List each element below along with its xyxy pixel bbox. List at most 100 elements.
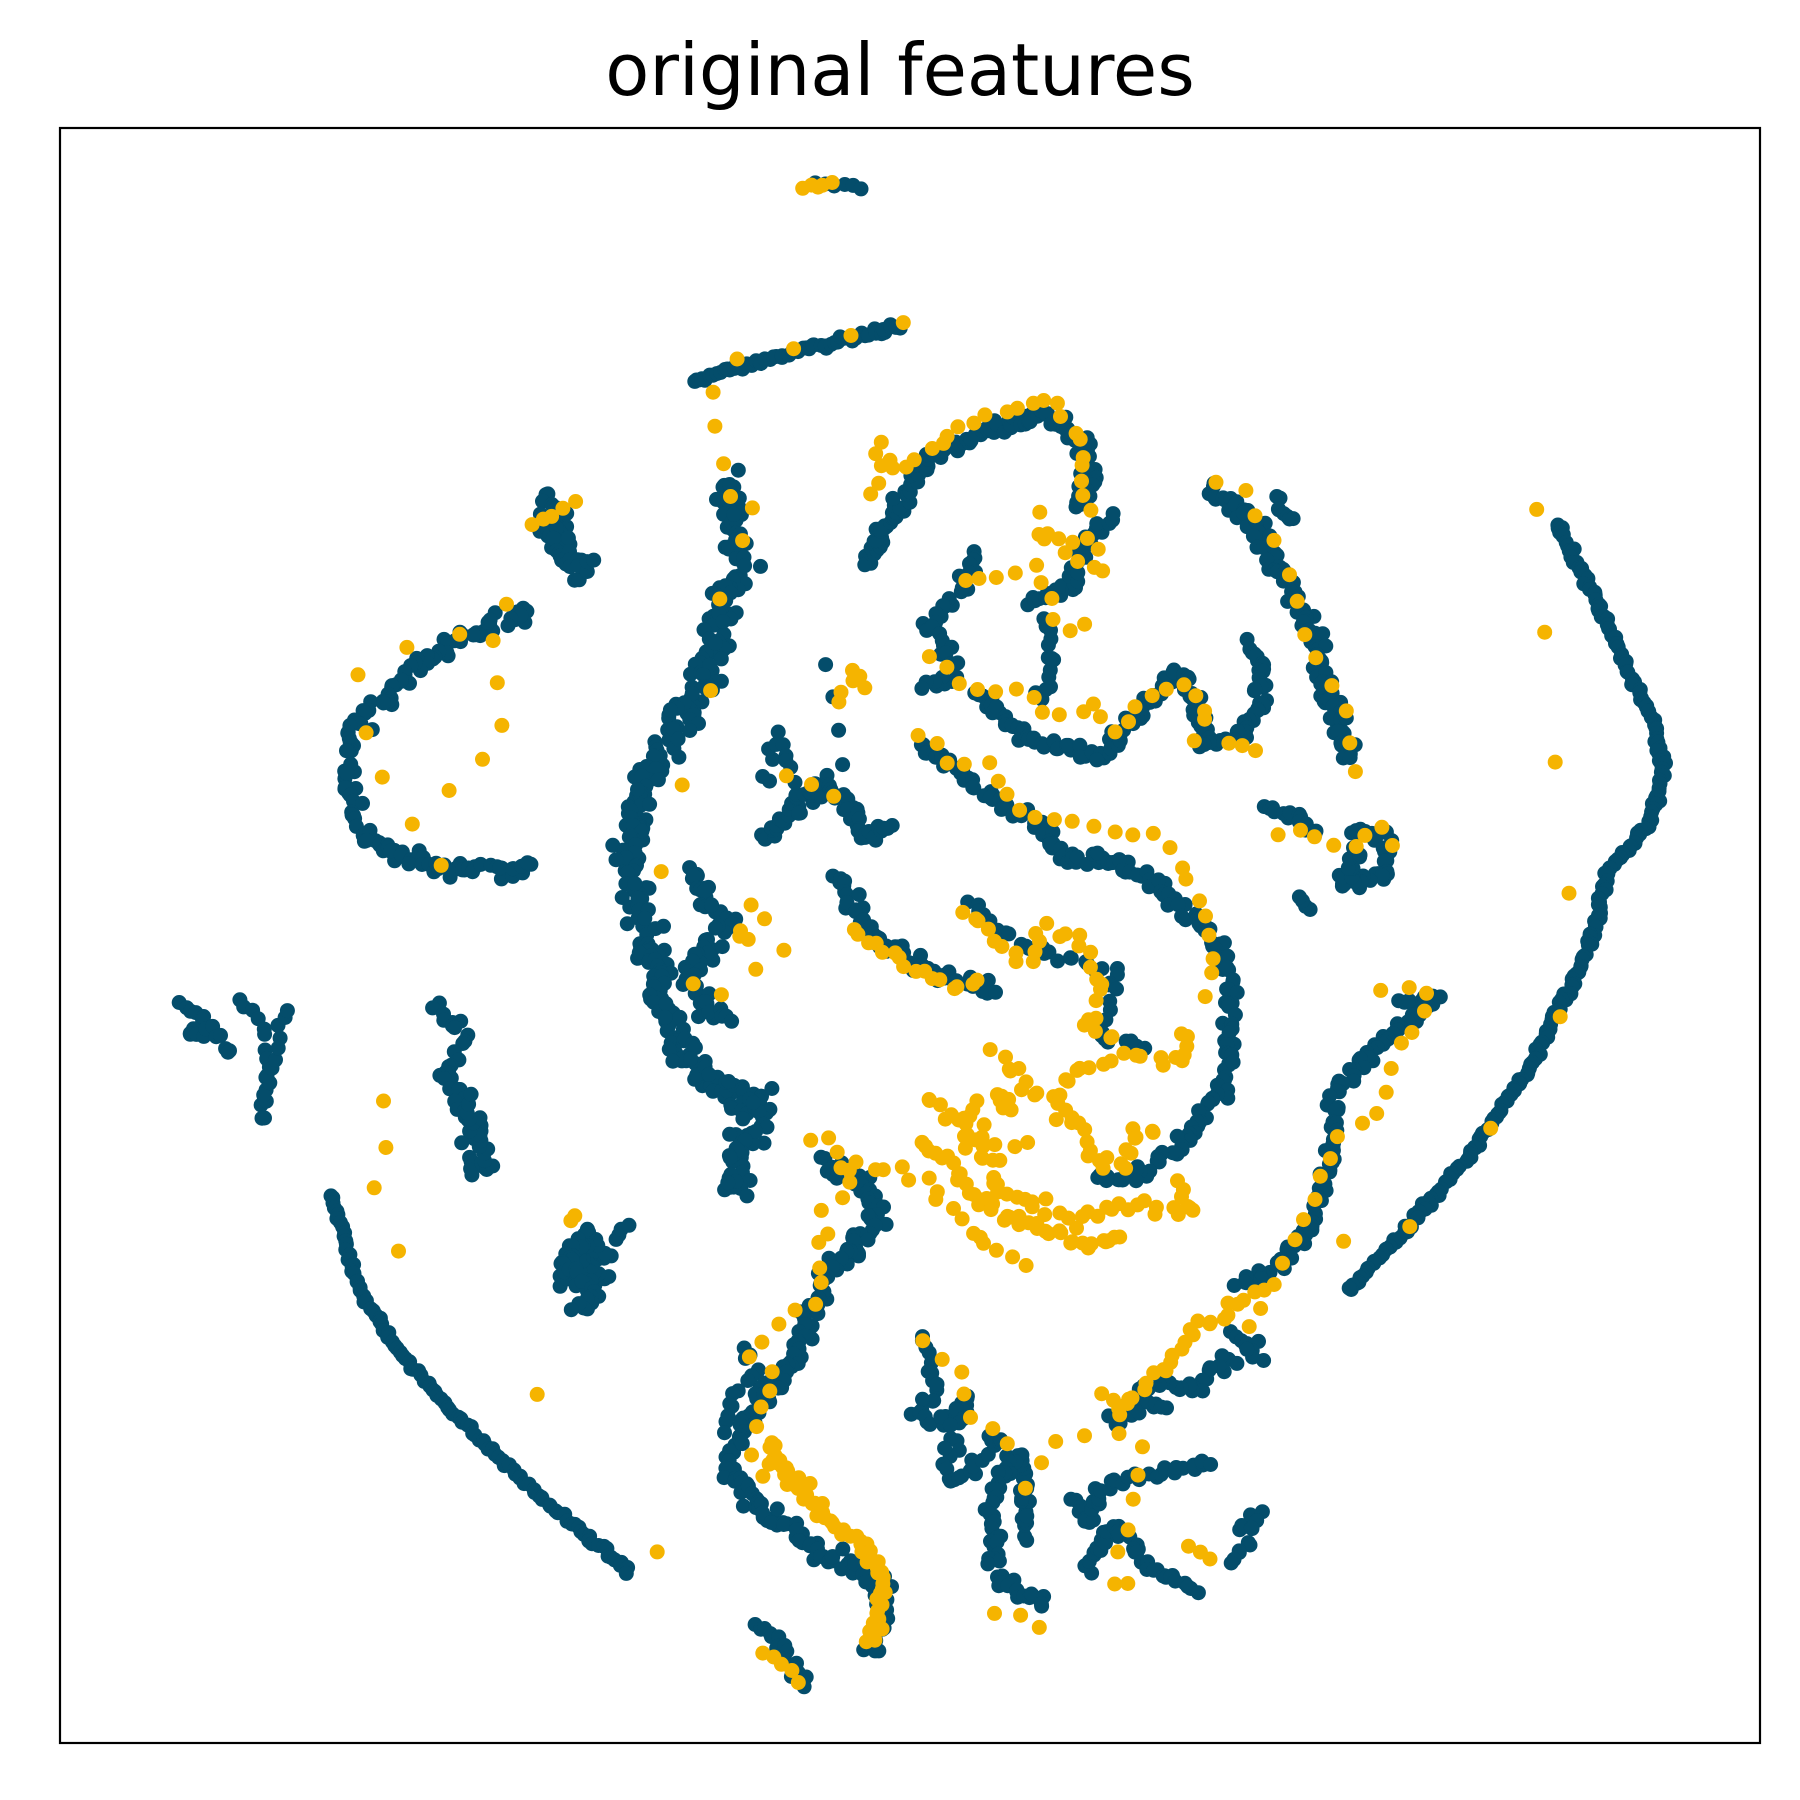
scatter-point-s1-c14-16 — [1009, 400, 1025, 416]
scatter-point-s1-c3-1 — [452, 626, 468, 642]
scatter-point-s1-c33-3 — [813, 1202, 829, 1218]
scatter-point-s0-c5-5 — [257, 1026, 273, 1042]
scatter-point-s0-c23-121 — [1330, 724, 1346, 739]
scatter-point-s1-c33-1 — [842, 1174, 858, 1190]
scatter-point-s0-c11-16 — [704, 897, 719, 913]
scatter-point-s1-c27-8 — [1324, 678, 1340, 694]
scatter-point-s1-c27-2 — [1247, 508, 1263, 524]
scatter-point-s0-c10-248 — [658, 996, 674, 1011]
scatter-point-s1-c38-3 — [1077, 1428, 1092, 1444]
scatter-point-s0-c23-37 — [1256, 540, 1271, 556]
scatter-point-s1-c12-4 — [874, 944, 890, 960]
scatter-point-s0-c10-211 — [656, 918, 671, 934]
scatter-point-s0-c29-52 — [1327, 1102, 1343, 1118]
scatter-point-s0-c31-259 — [1341, 1280, 1357, 1296]
scatter-point-s1-c26-5 — [1081, 1060, 1097, 1076]
scatter-point-s0-c10-286 — [701, 1066, 717, 1082]
scatter-point-s0-c9-109 — [618, 1565, 634, 1581]
scatter-point-s1-c14-25 — [1074, 473, 1089, 489]
scatter-point-s0-c24-7 — [1285, 511, 1301, 527]
scatter-point-s1-c18-6 — [999, 786, 1015, 802]
scatter-point-s1-c25-16 — [976, 1235, 991, 1251]
scatter-point-s0-c36-52 — [991, 1553, 1007, 1569]
scatter-point-s0-c3-95 — [359, 832, 375, 848]
scatter-point-s1-c18-0 — [910, 728, 926, 743]
scatter-point-s0-c10-322 — [756, 1135, 772, 1151]
scatter-point-s1-c26-7 — [1103, 1053, 1119, 1069]
scatter-point-s0-c10-127 — [671, 749, 687, 765]
scatter-point-s1-c33-15 — [753, 1399, 769, 1415]
scatter-point-s1-c10-0 — [685, 976, 701, 992]
scatter-point-s1-c18-14 — [1145, 825, 1161, 841]
scatter-point-s1-c33-7 — [813, 1275, 829, 1290]
scatter-point-s1-c23-42 — [1185, 1202, 1201, 1218]
scatter-point-s1-c24-20 — [999, 1208, 1015, 1224]
scatter-point-s0-c23-129 — [1342, 750, 1358, 766]
scatter-point-s1-c31-27 — [1094, 1386, 1110, 1402]
scatter-point-s0-c13-14 — [791, 805, 807, 821]
scatter-point-s1-c40-2 — [1202, 1551, 1218, 1567]
scatter-point-s1-c23-11 — [973, 1149, 989, 1165]
scatter-point-s1-c14-18 — [1036, 393, 1052, 408]
scatter-point-s1-c30-18 — [1253, 1301, 1269, 1316]
scatter-point-s1-c14-13 — [966, 415, 982, 431]
scatter-point-s0-c5-16 — [256, 1087, 272, 1103]
series-1-layer — [350, 175, 1577, 1690]
scatter-point-s0-c33-6 — [740, 1373, 756, 1388]
scatter-point-s0-c16-39 — [914, 680, 930, 696]
scatter-point-s1-c21-0 — [957, 1140, 973, 1156]
scatter-point-s1-c33-13 — [764, 1364, 780, 1380]
scatter-point-s0-c10-124 — [670, 731, 686, 747]
scatter-point-s1-c16-4 — [1029, 557, 1045, 573]
scatter-point-s1-c25-7 — [894, 1159, 910, 1175]
scatter-point-s1-c17-14 — [1127, 699, 1143, 715]
scatter-point-s0-c4-17 — [220, 1044, 236, 1060]
scatter-point-s0-c30-11 — [1229, 1355, 1245, 1371]
scatter-point-s1-c38-5 — [1135, 1439, 1150, 1455]
scatter-point-s1-c9-1 — [712, 591, 728, 607]
scatter-point-s1-c23-12 — [985, 1152, 1001, 1168]
scatter-point-s0-c24-1 — [1272, 490, 1288, 506]
scatter-point-s1-c30-14 — [1296, 1212, 1311, 1228]
scatter-point-s1-c37-5 — [985, 1421, 1001, 1437]
scatter-point-s1-c17-13 — [1121, 714, 1136, 730]
scatter-point-s0-c0-5 — [853, 181, 869, 197]
scatter-point-s1-c38-8 — [1120, 1522, 1136, 1538]
scatter-point-s1-c27-6 — [1297, 627, 1313, 643]
scatter-point-s0-c39-13 — [1223, 1555, 1239, 1571]
scatter-point-s0-c21-111 — [1219, 960, 1235, 976]
scatter-point-s1-c19-25 — [1076, 1017, 1092, 1033]
scatter-point-s0-c10-72 — [715, 614, 731, 629]
scatter-point-s0-c19-30 — [1060, 737, 1076, 753]
scatter-point-s1-c4-1 — [489, 675, 505, 691]
scatter-point-s1-c14-8 — [906, 452, 922, 468]
scatter-point-s0-c3-7 — [500, 618, 516, 634]
scatter-point-s1-c7-1 — [529, 1386, 545, 1402]
scatter-point-s1-c20-11 — [1048, 1112, 1064, 1128]
scatter-point-s1-c25-18 — [1005, 1249, 1021, 1265]
scatter-point-s1-c19-21 — [1093, 981, 1108, 997]
scatter-point-s0-c38-34 — [1203, 1457, 1219, 1472]
scatter-point-s1-c16-9 — [1077, 616, 1093, 632]
scatter-point-s1-c18-2 — [939, 755, 955, 771]
scatter-point-s1-c28-2 — [1248, 743, 1263, 759]
scatter-point-s1-c30-12 — [1312, 1168, 1328, 1184]
scatter-point-s1-c33-10 — [771, 1316, 787, 1332]
scatter-point-s1-c27-4 — [1282, 567, 1297, 583]
scatter-point-s0-c20-3 — [1038, 682, 1054, 697]
scatter-point-s0-c11-27 — [714, 939, 730, 955]
scatter-point-s1-c16-2 — [988, 570, 1004, 585]
scatter-point-s1-c30-7 — [1378, 1084, 1394, 1100]
scatter-point-s1-c5-1 — [378, 1140, 394, 1155]
scatter-point-s1-c11-1 — [804, 777, 819, 792]
scatter-point-s0-c11-55 — [701, 1004, 717, 1020]
scatter-point-s1-c19-3 — [980, 921, 996, 937]
scatter-point-s0-c26-24 — [1374, 868, 1390, 884]
scatter-point-s1-c21-8 — [987, 1137, 1003, 1153]
scatter-point-s1-c14-9 — [924, 441, 940, 456]
scatter-point-s1-c20-6 — [1018, 1074, 1034, 1090]
scatter-point-s0-c3-74 — [339, 765, 355, 781]
scatter-point-s0-c10-349 — [720, 1175, 736, 1191]
scatter-point-s1-c13-1 — [833, 684, 849, 700]
